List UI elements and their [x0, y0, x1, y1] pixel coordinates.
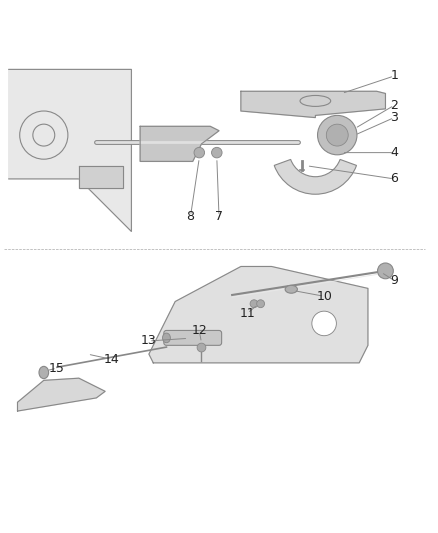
Text: 2: 2 [390, 99, 398, 112]
Circle shape [318, 115, 357, 155]
Text: 4: 4 [390, 146, 398, 159]
Text: 9: 9 [390, 274, 398, 287]
Circle shape [250, 300, 258, 308]
Text: 1: 1 [390, 69, 398, 83]
Circle shape [194, 147, 205, 158]
Polygon shape [149, 266, 368, 363]
Ellipse shape [285, 285, 297, 293]
Circle shape [212, 147, 222, 158]
FancyBboxPatch shape [164, 330, 222, 345]
Text: 6: 6 [390, 172, 398, 185]
Text: 7: 7 [215, 209, 223, 223]
Text: 12: 12 [191, 325, 207, 337]
Circle shape [197, 343, 206, 352]
Text: 11: 11 [240, 307, 255, 320]
Text: 8: 8 [187, 209, 194, 223]
Text: 10: 10 [316, 290, 332, 303]
Polygon shape [241, 91, 385, 118]
Circle shape [326, 124, 348, 146]
Polygon shape [140, 126, 219, 161]
Polygon shape [79, 166, 123, 188]
Text: 15: 15 [49, 361, 65, 375]
Circle shape [257, 300, 265, 308]
Wedge shape [274, 159, 357, 194]
Text: 13: 13 [141, 335, 157, 348]
Text: 14: 14 [104, 353, 120, 366]
Text: 3: 3 [390, 111, 398, 124]
Polygon shape [9, 69, 131, 231]
Ellipse shape [39, 366, 49, 378]
Ellipse shape [162, 333, 170, 343]
Circle shape [312, 311, 336, 336]
Polygon shape [18, 378, 105, 411]
Circle shape [378, 263, 393, 279]
